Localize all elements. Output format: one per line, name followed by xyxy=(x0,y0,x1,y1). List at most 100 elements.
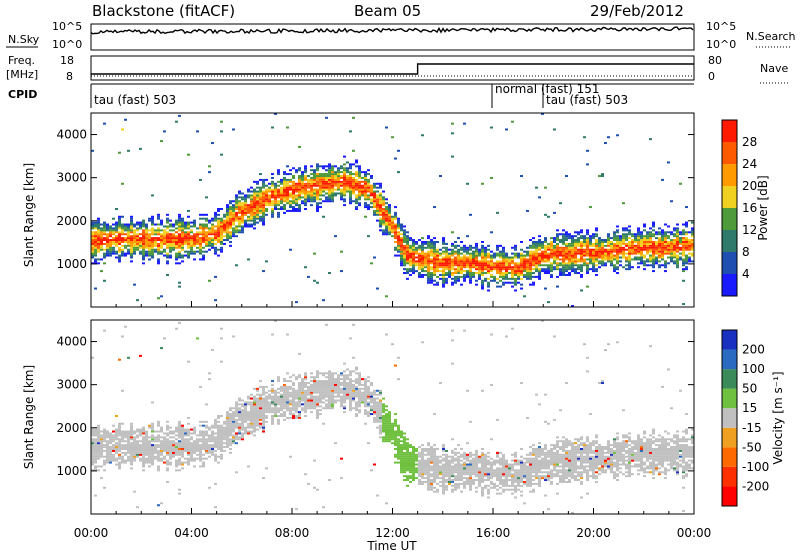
power-cell xyxy=(388,227,391,230)
power-cell xyxy=(505,252,508,255)
power-cell xyxy=(241,206,244,209)
power-cell xyxy=(499,250,502,253)
power-cell xyxy=(418,268,421,271)
velocity-cell xyxy=(256,405,259,408)
power-cell xyxy=(601,239,604,242)
power-cell xyxy=(289,180,292,183)
power-cell xyxy=(667,161,670,164)
velocity-cell xyxy=(298,385,301,388)
power-cell xyxy=(163,235,166,238)
power-cell xyxy=(574,240,577,243)
power-cell xyxy=(97,240,100,243)
power-cell xyxy=(586,272,589,275)
power-cell xyxy=(469,213,472,216)
velocity-cell xyxy=(259,426,262,429)
power-cell xyxy=(319,173,322,176)
power-cell xyxy=(469,268,472,271)
power-cell xyxy=(613,250,616,253)
power-cell xyxy=(106,237,109,240)
power-cell xyxy=(223,242,226,245)
power-cell xyxy=(661,239,664,242)
power-cell xyxy=(586,285,589,288)
power-cell xyxy=(349,130,352,133)
velocity-cell xyxy=(274,415,277,417)
power-cell xyxy=(664,239,667,242)
power-cell xyxy=(256,190,259,193)
power-cell xyxy=(133,240,136,243)
power-cell xyxy=(541,250,544,253)
velocity-cell xyxy=(307,385,310,388)
velocity-cell xyxy=(286,385,289,388)
power-cell xyxy=(679,246,682,249)
velocity-cell xyxy=(226,436,229,439)
power-cell xyxy=(268,198,271,201)
power-cell xyxy=(244,221,247,224)
power-cell xyxy=(121,225,124,228)
power-cell xyxy=(340,165,343,168)
power-cell xyxy=(391,219,394,222)
velocity-cell xyxy=(187,440,190,443)
power-cell xyxy=(412,258,415,261)
power-cell xyxy=(256,194,259,197)
velocity-cell xyxy=(271,415,274,417)
power-cell xyxy=(376,198,379,201)
power-cell xyxy=(472,252,475,255)
power-cell xyxy=(112,240,115,243)
power-cell xyxy=(616,268,619,271)
velocity-cell xyxy=(184,444,187,447)
power-cell xyxy=(103,279,106,282)
power-cell xyxy=(490,256,493,259)
power-cell xyxy=(394,227,397,230)
velocity-cell xyxy=(127,434,130,437)
velocity-cell xyxy=(181,451,184,454)
power-cell xyxy=(670,248,673,251)
power-cell xyxy=(496,260,499,263)
power-cell xyxy=(382,221,385,224)
power-cell xyxy=(685,248,688,251)
power-cell xyxy=(469,264,472,267)
power-cell xyxy=(223,213,226,216)
power-cell xyxy=(97,237,100,240)
power-cell xyxy=(418,275,421,278)
power-cell xyxy=(466,258,469,261)
velocity-cell xyxy=(169,461,172,464)
power-cell xyxy=(577,248,580,251)
power-cell xyxy=(403,260,406,263)
velocity-cell xyxy=(259,415,262,417)
freq-tick-high: 18 xyxy=(60,54,74,67)
velocity-cell xyxy=(205,430,208,433)
velocity-cell xyxy=(97,444,100,447)
velocity-cell xyxy=(205,442,208,445)
power-cell xyxy=(583,264,586,267)
power-cell xyxy=(199,227,202,230)
velocity-cell xyxy=(247,397,250,400)
power-cell xyxy=(376,182,379,185)
power-cell xyxy=(211,223,214,226)
power-cell xyxy=(628,266,631,269)
power-cell xyxy=(268,190,271,193)
power-cell xyxy=(343,163,346,166)
power-cell xyxy=(91,242,94,245)
power-cell xyxy=(589,240,592,243)
power-cell xyxy=(190,246,193,249)
power-cell xyxy=(598,242,601,245)
power-cell xyxy=(544,252,547,255)
velocity-cell xyxy=(292,409,295,412)
velocity-cell xyxy=(136,449,139,452)
power-cell xyxy=(457,264,460,267)
power-cell xyxy=(394,240,397,243)
velocity-cell xyxy=(265,415,268,417)
power-cell xyxy=(394,235,397,238)
power-cell xyxy=(640,240,643,243)
velocity-cell xyxy=(97,465,100,468)
velocity-cell xyxy=(322,383,325,386)
velocity-cell xyxy=(196,440,199,443)
power-cell xyxy=(409,270,412,273)
power-cell xyxy=(469,256,472,259)
power-cell xyxy=(616,239,619,242)
power-cell xyxy=(262,186,265,189)
velocity-cell xyxy=(97,469,100,472)
velocity-cell xyxy=(268,401,271,404)
power-cell xyxy=(610,256,613,259)
power-cell xyxy=(313,176,316,179)
